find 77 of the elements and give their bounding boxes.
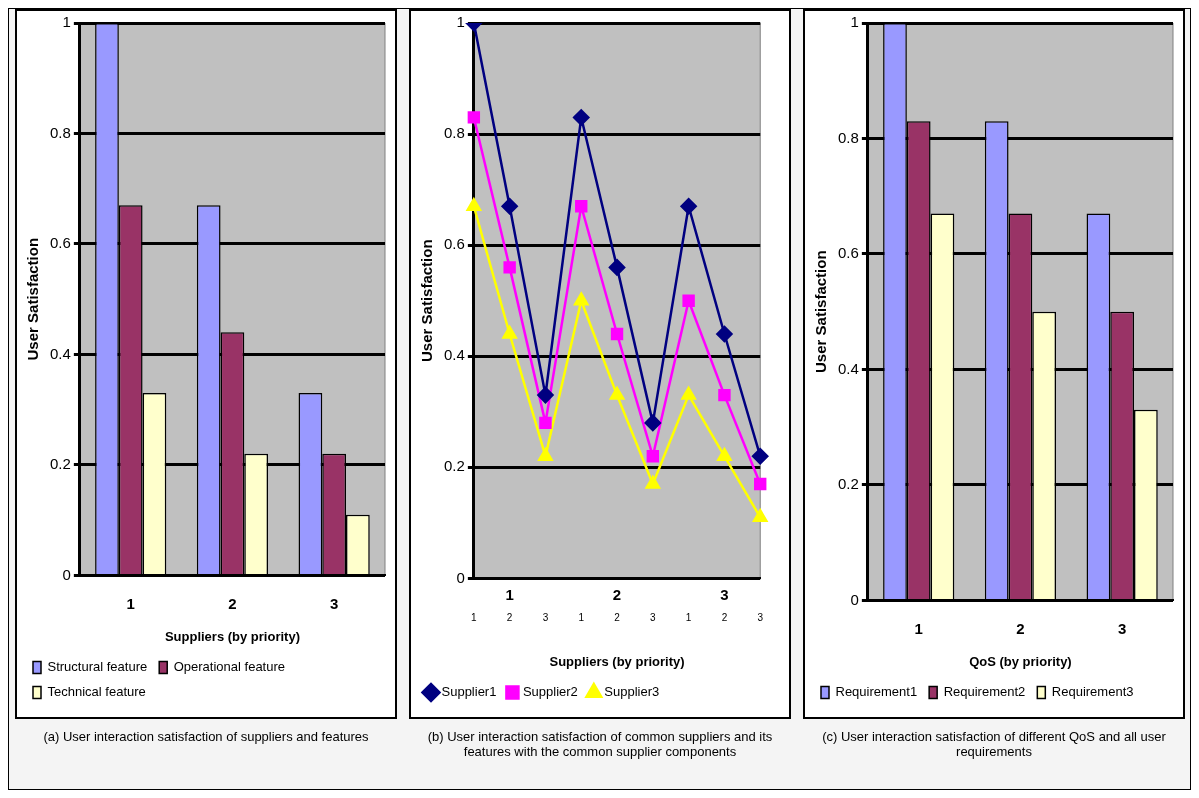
y-tick-label: 0 <box>456 568 465 586</box>
legend-label: Requirement2 <box>943 684 1026 700</box>
legend-label: Supplier2 <box>522 684 578 700</box>
x-tick-label: 2 <box>228 594 237 612</box>
x-tick-label: 3 <box>650 612 657 624</box>
legend-label: Technical feature <box>47 684 146 700</box>
x-axis-title: Suppliers (by priority) <box>549 653 685 669</box>
y-axis-title: User Satisfaction <box>812 250 830 373</box>
text: (c) User interaction satisfaction of different QoS and all user requirements <box>821 728 1167 761</box>
text: (b) User interaction satisfaction of common suppliers and its features with the common supplier components <box>426 728 774 761</box>
y-tick-label: 1 <box>850 13 859 31</box>
x-tick-label: 2 <box>1016 619 1025 637</box>
point <box>754 477 767 491</box>
x-tick-label: 1 <box>578 612 585 624</box>
point <box>502 325 517 339</box>
x-tick-label: 1 <box>685 612 692 624</box>
y-tick-label: 0.4 <box>49 344 71 362</box>
y-tick-label: 0.8 <box>49 123 71 141</box>
y-tick-label: 0.6 <box>837 244 859 262</box>
point <box>718 388 731 402</box>
x-tick-label: 2 <box>721 612 728 624</box>
point <box>466 198 482 212</box>
point <box>680 198 697 215</box>
x-tick-label: 1 <box>914 619 923 637</box>
y-tick-label: 0 <box>850 590 859 608</box>
point <box>572 109 590 126</box>
x-tick-label: 3 <box>757 612 764 624</box>
y-tick-label: 0.8 <box>837 128 859 146</box>
y-tick-label: 0.2 <box>837 475 859 493</box>
point <box>539 416 552 430</box>
point <box>609 386 625 400</box>
x-tick-label: 3 <box>542 612 549 624</box>
point <box>645 475 661 489</box>
point <box>716 325 733 343</box>
legend-label: Requirement1 <box>835 684 918 700</box>
x-tick-label: 2 <box>614 612 621 624</box>
legend-label: Supplier3 <box>604 684 660 700</box>
y-tick-label: 0.8 <box>443 124 465 142</box>
point <box>501 198 518 215</box>
x-tick-label: 1 <box>471 612 478 624</box>
point <box>467 111 481 124</box>
text: (a) User interaction satisfaction of suppliers and features <box>42 728 370 746</box>
x-tick-label: 3 <box>329 594 339 612</box>
y-tick-label: 0.2 <box>49 455 71 473</box>
point <box>608 259 626 276</box>
point <box>573 292 589 306</box>
y-axis-title: User Satisfaction <box>24 237 42 361</box>
y-tick-label: 0 <box>62 565 71 583</box>
y-tick-label: 0.6 <box>49 234 71 252</box>
y-tick-label: 1 <box>456 13 465 31</box>
point <box>537 386 554 404</box>
y-tick-label: 0.4 <box>837 359 859 377</box>
point <box>682 294 695 307</box>
x-axis-title: Suppliers (by priority) <box>164 628 300 644</box>
point <box>751 447 769 465</box>
legend-label: Structural feature <box>47 659 148 675</box>
y-tick-label: 0.2 <box>443 457 465 475</box>
point <box>752 509 768 523</box>
point <box>681 386 696 400</box>
y-tick-label: 0.6 <box>443 235 465 253</box>
x-tick-label: 2 <box>506 612 513 624</box>
y-tick-label: 0.4 <box>443 346 465 364</box>
point <box>644 414 662 432</box>
x-tick-label: 3 <box>1117 619 1127 637</box>
point <box>610 327 624 341</box>
legend-label: Requirement3 <box>1051 684 1134 700</box>
y-tick-label: 1 <box>62 13 71 31</box>
x-tick-label: 1 <box>126 594 135 612</box>
point <box>538 447 553 461</box>
legend-label: Supplier1 <box>441 684 497 700</box>
point <box>503 261 516 274</box>
point <box>646 450 660 463</box>
y-axis-title: User Satisfaction <box>418 239 436 362</box>
point <box>717 447 732 461</box>
point <box>575 200 588 213</box>
x-axis-title: QoS (by priority) <box>969 653 1072 669</box>
legend-label: Operational feature <box>173 659 286 675</box>
